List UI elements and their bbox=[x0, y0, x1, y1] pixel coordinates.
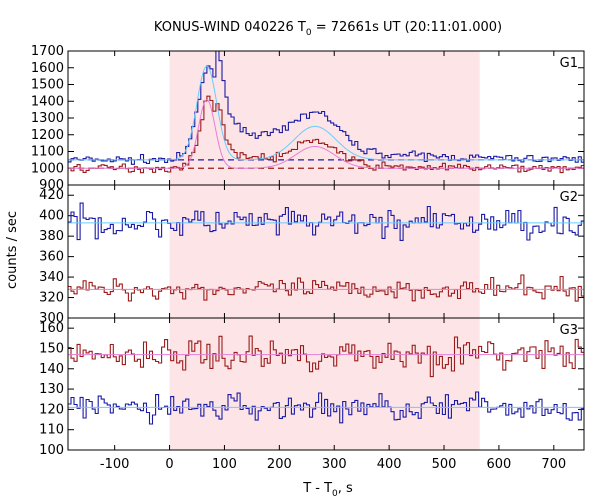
y-tick-label: 420 bbox=[39, 188, 64, 203]
x-tick-label: 400 bbox=[377, 457, 402, 472]
x-tick-label: 500 bbox=[432, 457, 457, 472]
y-tick-label: 110 bbox=[39, 423, 64, 438]
x-tick-label: 0 bbox=[165, 457, 173, 472]
panel-label-G1: G1 bbox=[560, 56, 578, 71]
y-tick-label: 1700 bbox=[31, 44, 64, 59]
highlight-interval bbox=[169, 51, 480, 450]
chart-panels: 90010001100120013001400150016001700G1300… bbox=[31, 44, 585, 472]
y-axis-label: counts / sec bbox=[5, 211, 20, 289]
x-tick-label: 100 bbox=[212, 457, 237, 472]
x-tick-label: 700 bbox=[541, 457, 566, 472]
fit-fit_blue-curve bbox=[68, 65, 584, 161]
x-tick-label: 600 bbox=[487, 457, 512, 472]
y-tick-label: 1100 bbox=[31, 145, 64, 160]
y-tick-label: 380 bbox=[39, 229, 64, 244]
series-red-histogram bbox=[68, 95, 584, 174]
y-tick-label: 1500 bbox=[31, 78, 64, 93]
y-tick-label: 320 bbox=[39, 291, 64, 306]
y-tick-label: 100 bbox=[39, 443, 64, 458]
x-axis-label: T - T0, s bbox=[302, 481, 353, 499]
series-blue-histogram bbox=[68, 202, 584, 241]
y-tick-label: 130 bbox=[39, 382, 64, 397]
y-tick-label: 1600 bbox=[31, 61, 64, 76]
y-tick-label: 160 bbox=[39, 321, 64, 336]
panel-label-G2: G2 bbox=[560, 190, 578, 205]
series-blue-histogram bbox=[68, 50, 584, 165]
y-tick-label: 300 bbox=[39, 311, 64, 326]
y-tick-label: 900 bbox=[39, 178, 64, 193]
y-tick-label: 1300 bbox=[31, 111, 64, 126]
y-tick-label: 150 bbox=[39, 341, 64, 356]
x-tick-label: -100 bbox=[100, 457, 130, 472]
y-tick-label: 400 bbox=[39, 209, 64, 224]
y-tick-label: 1000 bbox=[31, 161, 64, 176]
y-tick-label: 340 bbox=[39, 270, 64, 285]
chart-title: KONUS-WIND 040226 T0 = 72661s UT (20:11:… bbox=[154, 20, 502, 38]
panel-frame-G3 bbox=[67, 317, 585, 451]
fit-fit_red-curve bbox=[68, 99, 584, 169]
series-red-histogram bbox=[68, 335, 584, 378]
panel-label-G3: G3 bbox=[560, 323, 578, 338]
y-tick-label: 120 bbox=[39, 402, 64, 417]
series-red-histogram bbox=[68, 274, 584, 302]
y-tick-label: 360 bbox=[39, 250, 64, 265]
y-tick-label: 140 bbox=[39, 362, 64, 377]
y-tick-label: 1400 bbox=[31, 94, 64, 109]
x-tick-label: 200 bbox=[267, 457, 292, 472]
y-tick-label: 1200 bbox=[31, 128, 64, 143]
x-tick-label: 300 bbox=[322, 457, 347, 472]
